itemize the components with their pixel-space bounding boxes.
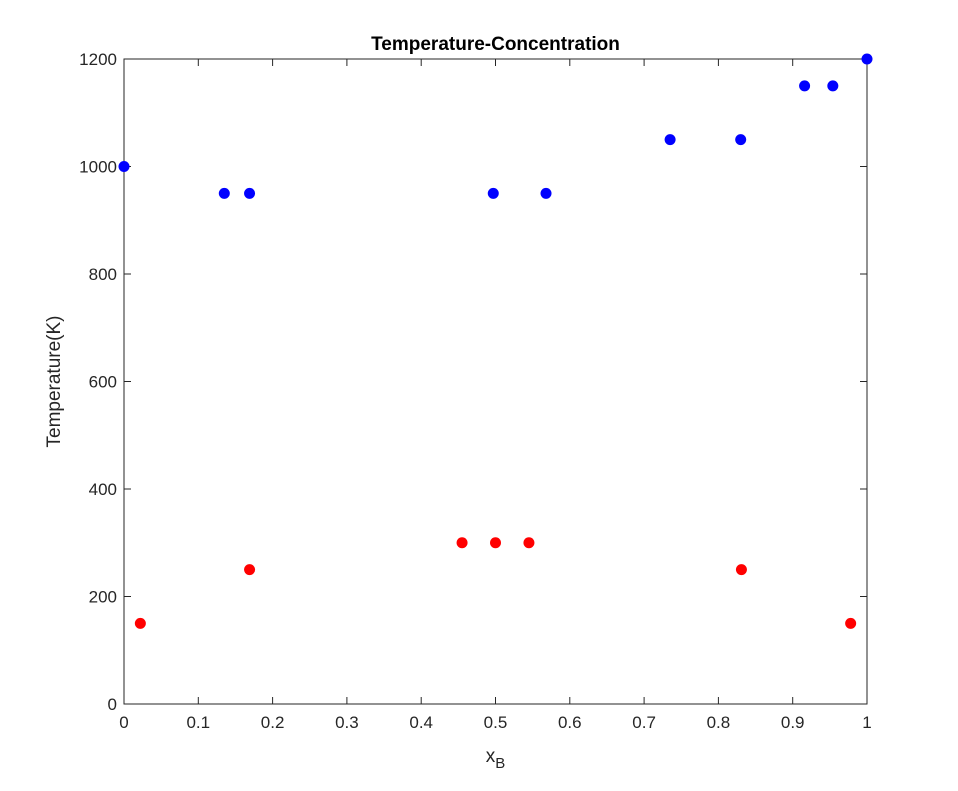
x-axis-label: xB: [486, 746, 506, 772]
x-tick-label: 0.6: [558, 713, 582, 732]
y-tick-label: 200: [89, 588, 117, 607]
blue-data-point: [540, 187, 552, 199]
chart-title: Temperature-Concentration: [371, 34, 620, 55]
blue-data-point: [664, 134, 676, 146]
red-data-point: [735, 564, 747, 576]
x-tick-label: 0.1: [186, 713, 210, 732]
x-tick-label: 1: [862, 713, 871, 732]
x-tick-label: 0.5: [484, 713, 508, 732]
red-data-point: [134, 617, 146, 629]
x-axis-label-main: x: [486, 746, 496, 767]
y-tick-label: 800: [89, 265, 117, 284]
red-data-point: [845, 617, 857, 629]
y-tick-label: 0: [108, 695, 117, 714]
x-tick-label: 0.7: [632, 713, 656, 732]
red-data-point: [523, 537, 535, 549]
red-data-point: [490, 537, 501, 549]
x-tick-label: 0.2: [261, 713, 285, 732]
blue-data-point: [244, 187, 256, 199]
plot-area: [123, 58, 868, 705]
y-tick-label: 400: [89, 480, 117, 499]
blue-data-point: [218, 187, 230, 199]
x-axis-label-subscript: B: [495, 755, 505, 772]
blue-data-point: [861, 53, 873, 65]
x-tick-label: 0.9: [781, 713, 805, 732]
y-axis-label: Temperature(K): [44, 316, 65, 448]
red-data-point: [456, 537, 468, 549]
red-data-point: [244, 564, 256, 576]
blue-data-point: [735, 134, 747, 146]
x-tick-label: 0.8: [707, 713, 731, 732]
x-tick-label: 0.3: [335, 713, 359, 732]
blue-data-point: [799, 80, 811, 92]
blue-data-point: [118, 161, 130, 172]
x-tick-label: 0: [119, 713, 128, 732]
y-tick-label: 600: [89, 373, 117, 392]
axis-ticks: 0 0.1 0.2 0.3 0.4 0.5 0.6 0.7 0.8 0.9 1 0 200 400 600 8…: [79, 50, 872, 732]
y-tick-label: 1000: [79, 158, 117, 177]
y-tick-label: 1200: [79, 50, 117, 69]
x-tick-label: 0.4: [409, 713, 433, 732]
blue-data-point: [827, 80, 839, 92]
data-points: [118, 53, 873, 629]
blue-data-point: [487, 187, 499, 199]
